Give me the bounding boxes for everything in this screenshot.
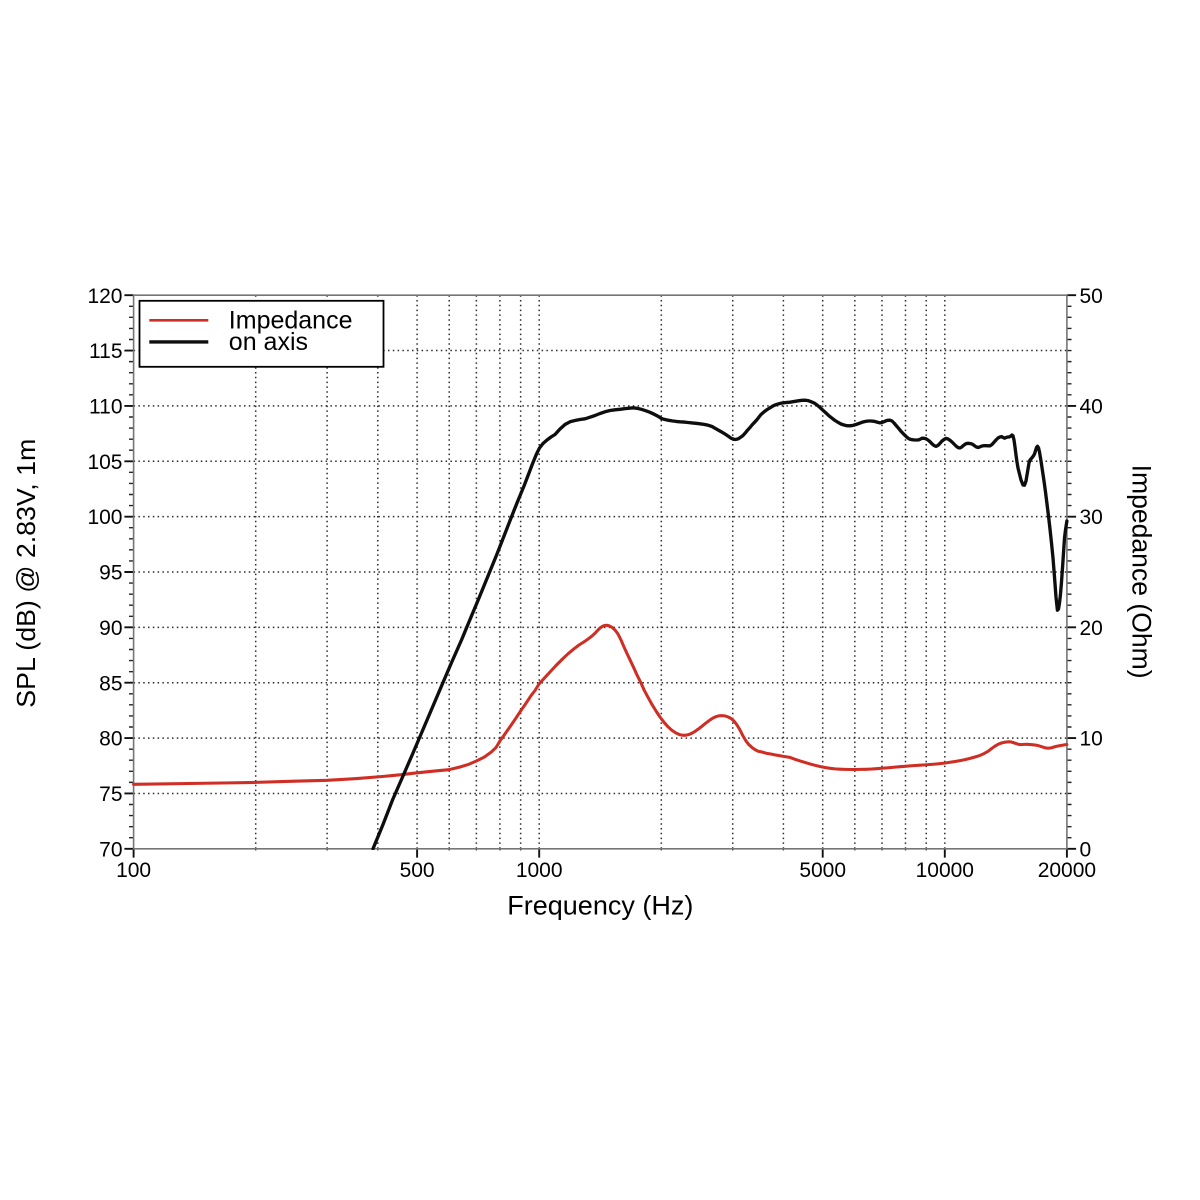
svg-text:Frequency (Hz): Frequency (Hz) xyxy=(507,890,693,920)
svg-text:50: 50 xyxy=(1080,285,1103,308)
svg-text:40: 40 xyxy=(1080,396,1103,419)
svg-text:105: 105 xyxy=(87,451,122,474)
svg-text:95: 95 xyxy=(99,562,122,585)
svg-text:1000: 1000 xyxy=(516,859,563,882)
svg-text:100: 100 xyxy=(87,506,122,529)
svg-text:10: 10 xyxy=(1080,728,1103,751)
svg-text:70: 70 xyxy=(99,838,122,861)
svg-text:Impedance (Ohm): Impedance (Ohm) xyxy=(1127,465,1157,679)
svg-text:on axis: on axis xyxy=(229,328,308,356)
svg-text:30: 30 xyxy=(1080,506,1103,529)
svg-text:SPL (dB) @ 2.83V, 1m: SPL (dB) @ 2.83V, 1m xyxy=(11,439,41,708)
svg-text:500: 500 xyxy=(400,859,435,882)
svg-text:Impedance: Impedance xyxy=(229,306,353,334)
svg-text:5000: 5000 xyxy=(799,859,846,882)
svg-text:20000: 20000 xyxy=(1038,859,1096,882)
svg-text:85: 85 xyxy=(99,672,122,695)
svg-text:0: 0 xyxy=(1080,838,1092,861)
svg-text:10000: 10000 xyxy=(916,859,974,882)
svg-text:100: 100 xyxy=(116,859,151,882)
svg-text:110: 110 xyxy=(89,396,122,419)
svg-text:20: 20 xyxy=(1080,617,1103,640)
svg-text:120: 120 xyxy=(87,285,122,308)
svg-text:90: 90 xyxy=(99,617,122,640)
svg-text:80: 80 xyxy=(99,728,122,751)
svg-text:75: 75 xyxy=(99,783,122,806)
svg-text:115: 115 xyxy=(89,340,122,363)
